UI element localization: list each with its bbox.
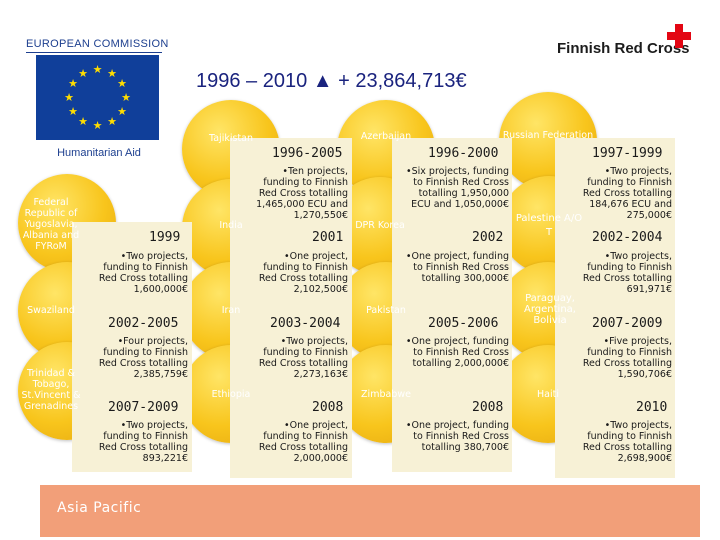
svg-text:★: ★ [78, 115, 88, 128]
svg-text:★: ★ [93, 119, 103, 132]
project-description: •One project, funding to Finnish Red Cro… [405, 420, 509, 453]
project-box [72, 222, 192, 310]
project-description: •One project, funding to Finnish Red Cro… [405, 251, 509, 284]
project-box [555, 224, 675, 312]
project-period: 2002 [472, 230, 504, 245]
project-description: •Two projects, funding to Finnish Red Cr… [98, 251, 188, 295]
eu-flag-icon: ★ ★ ★ ★ ★ ★ ★ ★ ★ ★ ★ ★ [36, 55, 159, 140]
project-description: •Five projects, funding to Finnish Red C… [582, 336, 672, 380]
project-period: 2002-2004 [592, 230, 663, 245]
project-period: 2001 [312, 230, 344, 245]
country-name: Tajikistan [209, 133, 253, 144]
project-description: •One project, funding to Finnish Red Cro… [258, 420, 348, 464]
country-name: Azerbaijan [360, 131, 412, 142]
svg-text:★: ★ [107, 115, 117, 128]
country-name: Russian Federation [502, 130, 594, 141]
project-description: •Six projects, funding to Finnish Red Cr… [406, 166, 509, 210]
svg-text:★: ★ [68, 105, 78, 118]
finnish-red-cross-logo: Finnish Red Cross [557, 40, 690, 57]
project-box [392, 392, 512, 472]
svg-text:★: ★ [117, 105, 127, 118]
svg-text:★: ★ [93, 63, 103, 76]
country-name: Zimbabwe [361, 389, 411, 400]
ec-title: EUROPEAN COMMISSION [26, 38, 169, 50]
project-period: 2008 [312, 400, 344, 415]
country-name: Pakistan [366, 305, 406, 316]
project-period: 2002-2005 [108, 316, 179, 331]
svg-text:★: ★ [68, 77, 78, 90]
svg-text:★: ★ [121, 91, 131, 104]
project-box [230, 224, 352, 312]
project-description: •Two projects, funding to Finnish Red Cr… [258, 336, 348, 380]
country-name: Paraguay, Argentina, Bolivia [524, 293, 576, 326]
project-box [392, 138, 512, 229]
svg-text:★: ★ [64, 91, 74, 104]
project-description: •One project, funding to Finnish Red Cro… [258, 251, 348, 295]
svg-text:★: ★ [78, 67, 88, 80]
project-description: •Two projects, funding to Finnish Red Cr… [582, 166, 672, 221]
project-box [72, 308, 192, 394]
project-description: •Two projects, funding to Finnish Red Cr… [582, 420, 672, 464]
project-box [230, 392, 352, 478]
country-name: Haiti [537, 389, 559, 400]
red-cross-icon [667, 24, 691, 48]
project-period: 2003-2004 [270, 316, 341, 331]
country-name: India [219, 220, 243, 231]
country-name: Trinidad & Tobago, St.Vincent & Grenadin… [21, 368, 81, 412]
project-period: 1996-2000 [428, 146, 499, 161]
region-label: Asia Pacific [57, 500, 142, 516]
ec-subtitle: Humanitarian Aid [57, 147, 141, 159]
project-period: 1997-1999 [592, 146, 663, 161]
project-box [392, 308, 512, 394]
ec-divider [26, 52, 162, 53]
project-box [230, 138, 352, 229]
project-box [555, 392, 675, 478]
project-period: 2010 [636, 400, 668, 415]
project-box [555, 308, 675, 394]
project-description: •Two projects, funding to Finnish Red Cr… [98, 420, 188, 464]
country-name: Swaziland [27, 305, 75, 316]
project-period: 2007-2009 [592, 316, 663, 331]
project-period: 2008 [472, 400, 504, 415]
project-description: •Two projects, funding to Finnish Red Cr… [582, 251, 672, 295]
project-period: 2007-2009 [108, 400, 179, 415]
svg-text:★: ★ [117, 77, 127, 90]
country-name: Federal Republic of Yugoslavia, Albania … [22, 197, 80, 252]
project-description: •One project, funding to Finnish Red Cro… [405, 336, 509, 369]
country-name: DPR Korea [355, 220, 405, 231]
region-band [40, 485, 700, 537]
main-title: 1996 – 2010 ▲ + 23,864,713€ [196, 70, 467, 92]
project-description: •Ten projects, funding to Finnish Red Cr… [256, 166, 348, 221]
project-description: •Four projects, funding to Finnish Red C… [98, 336, 188, 380]
project-period: 1999 [149, 230, 181, 245]
svg-text:★: ★ [107, 67, 117, 80]
country-name: Palestine A/O T [515, 213, 583, 238]
project-period: 1996-2005 [272, 146, 343, 161]
project-box [72, 392, 192, 472]
project-box [392, 224, 512, 312]
project-box [230, 308, 352, 394]
country-name: Iran [221, 305, 241, 316]
project-period: 2005-2006 [428, 316, 499, 331]
country-name: Ethiopia [211, 389, 251, 400]
project-box [555, 138, 675, 229]
